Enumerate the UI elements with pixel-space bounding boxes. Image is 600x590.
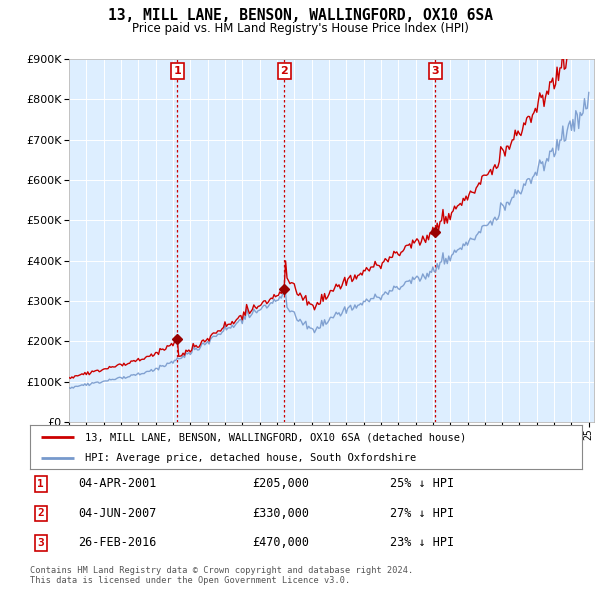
Text: 3: 3 xyxy=(37,538,44,548)
Text: 2: 2 xyxy=(37,509,44,518)
Text: 27% ↓ HPI: 27% ↓ HPI xyxy=(390,507,454,520)
Text: £470,000: £470,000 xyxy=(252,536,309,549)
Text: 04-JUN-2007: 04-JUN-2007 xyxy=(78,507,157,520)
Text: 04-APR-2001: 04-APR-2001 xyxy=(78,477,157,490)
Text: 13, MILL LANE, BENSON, WALLINGFORD, OX10 6SA (detached house): 13, MILL LANE, BENSON, WALLINGFORD, OX10… xyxy=(85,432,466,442)
Text: Price paid vs. HM Land Registry's House Price Index (HPI): Price paid vs. HM Land Registry's House … xyxy=(131,22,469,35)
Text: £205,000: £205,000 xyxy=(252,477,309,490)
Text: 2: 2 xyxy=(280,66,288,76)
Text: HPI: Average price, detached house, South Oxfordshire: HPI: Average price, detached house, Sout… xyxy=(85,453,416,463)
Text: £330,000: £330,000 xyxy=(252,507,309,520)
Text: 1: 1 xyxy=(37,479,44,489)
Text: Contains HM Land Registry data © Crown copyright and database right 2024.
This d: Contains HM Land Registry data © Crown c… xyxy=(30,566,413,585)
Text: 13, MILL LANE, BENSON, WALLINGFORD, OX10 6SA: 13, MILL LANE, BENSON, WALLINGFORD, OX10… xyxy=(107,8,493,22)
Text: 3: 3 xyxy=(431,66,439,76)
Text: 1: 1 xyxy=(173,66,181,76)
Text: 25% ↓ HPI: 25% ↓ HPI xyxy=(390,477,454,490)
Text: 23% ↓ HPI: 23% ↓ HPI xyxy=(390,536,454,549)
Text: 26-FEB-2016: 26-FEB-2016 xyxy=(78,536,157,549)
